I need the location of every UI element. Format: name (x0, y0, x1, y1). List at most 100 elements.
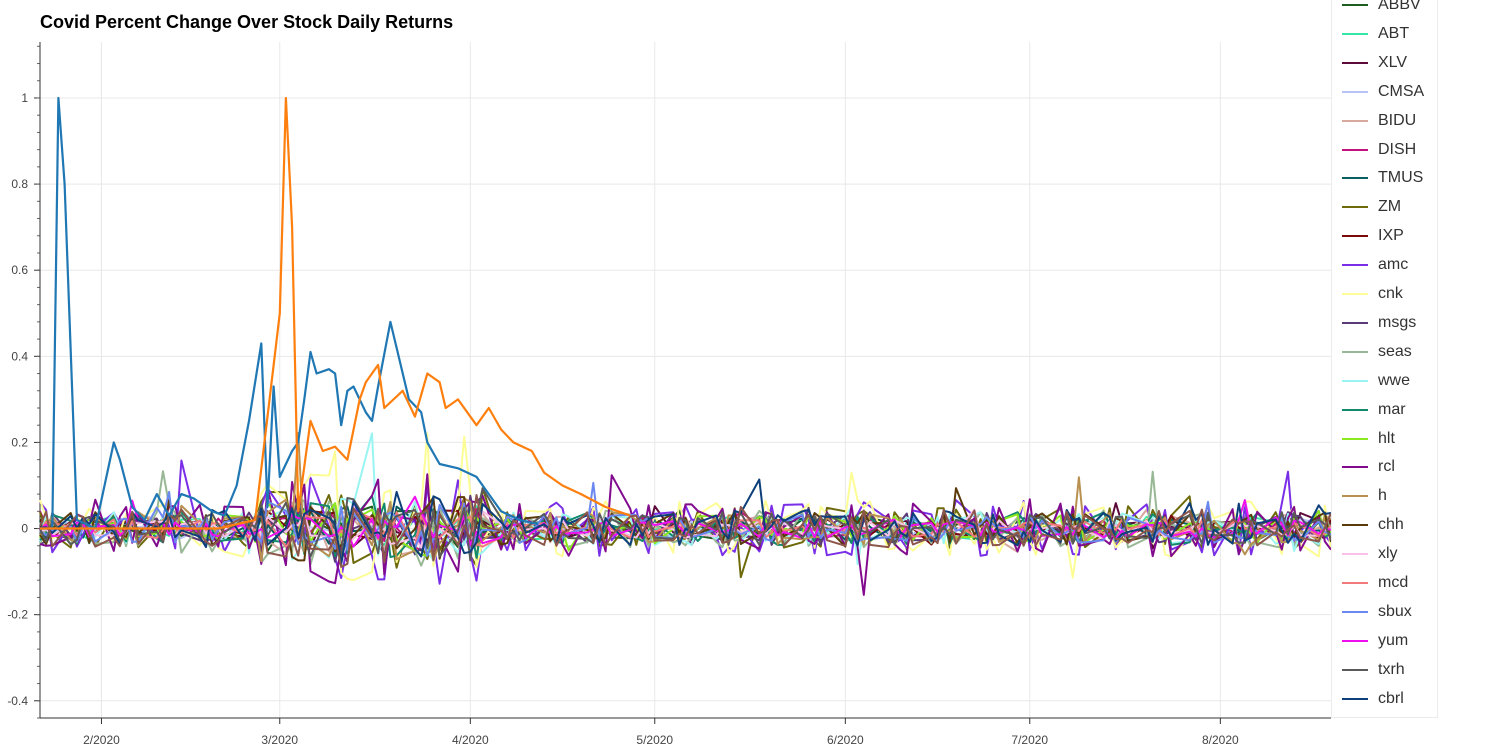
series-layer (39, 96, 1332, 596)
legend-label: h (1378, 487, 1387, 505)
series-line-cbrl (39, 478, 1332, 566)
legend-item-sbux[interactable]: sbux (1342, 602, 1412, 622)
legend-swatch (1342, 148, 1368, 151)
legend: ABBV ABT XLV CMSA BIDU DISH TMUS ZM IXP amc cnk msg… (1331, 0, 1438, 718)
legend-label: wwe (1378, 371, 1411, 389)
y-tick-label: 0.4 (11, 349, 28, 363)
legend-item-wwe[interactable]: wwe (1342, 371, 1410, 391)
legend-label: amc (1378, 256, 1409, 274)
y-tick-label: 0.2 (11, 435, 28, 449)
legend-item-cbrl[interactable]: cbrl (1342, 689, 1404, 709)
y-tick-label: 0 (21, 522, 28, 536)
legend-label: ZM (1378, 198, 1402, 216)
y-tick-label: -0.2 (7, 608, 28, 622)
legend-label: ABBV (1378, 0, 1421, 13)
legend-label: DISH (1378, 140, 1417, 158)
covid-series-line-1 (40, 96, 539, 530)
legend-swatch (1342, 466, 1368, 469)
grid-layer (40, 42, 1331, 718)
legend-swatch (1342, 582, 1368, 584)
legend-label: TMUS (1378, 169, 1424, 187)
legend-item-mcd[interactable]: mcd (1342, 573, 1408, 593)
x-tick-label: 8/2020 (1202, 733, 1239, 747)
legend-label: rcl (1378, 458, 1395, 476)
legend-swatch (1342, 90, 1368, 93)
x-tick-label: 7/2020 (1011, 733, 1048, 747)
legend-swatch (1342, 206, 1368, 209)
y-tick-label: -0.4 (7, 694, 28, 708)
x-tick-label: 5/2020 (636, 733, 673, 747)
x-tick-label: 6/2020 (827, 733, 864, 747)
legend-label: CMSA (1378, 82, 1425, 100)
series-line-txrh (39, 487, 1332, 562)
legend-item-txrh[interactable]: txrh (1342, 660, 1405, 680)
legend-label: seas (1378, 342, 1412, 360)
legend-item-abbv[interactable]: ABBV (1342, 0, 1421, 15)
legend-swatch (1342, 4, 1368, 6)
legend-item-msgs[interactable]: msgs (1342, 313, 1416, 333)
axis-layer: -0.4 -0.2 0 0.2 0.4 0.6 0.8 1 2/2020 3/2020 4/2020… (7, 42, 1331, 747)
legend-swatch (1342, 61, 1368, 64)
legend-swatch (1342, 293, 1368, 295)
legend-swatch (1342, 264, 1368, 267)
legend-swatch (1342, 350, 1368, 353)
legend-label: sbux (1378, 602, 1412, 620)
legend-item-h[interactable]: h (1342, 486, 1387, 506)
legend-item-ixp[interactable]: IXP (1342, 226, 1404, 246)
legend-swatch (1342, 495, 1368, 498)
legend-item-abt[interactable]: ABT (1342, 24, 1409, 44)
legend-label: yum (1378, 631, 1409, 649)
y-tick-label: 0.6 (11, 263, 28, 277)
legend-label: cbrl (1378, 689, 1404, 707)
legend-swatch (1342, 524, 1368, 527)
legend-item-zm[interactable]: ZM (1342, 197, 1401, 217)
legend-label: hlt (1378, 429, 1395, 447)
legend-item-bidu[interactable]: BIDU (1342, 111, 1416, 131)
legend-swatch (1342, 379, 1368, 382)
legend-label: IXP (1378, 227, 1404, 245)
legend-swatch (1342, 437, 1368, 440)
legend-item-xly[interactable]: xly (1342, 544, 1398, 564)
legend-item-tmus[interactable]: TMUS (1342, 168, 1423, 188)
legend-item-seas[interactable]: seas (1342, 342, 1412, 362)
x-tick-label: 4/2020 (452, 733, 489, 747)
legend-item-chh[interactable]: chh (1342, 515, 1404, 535)
legend-swatch (1342, 639, 1368, 642)
legend-swatch (1342, 177, 1368, 180)
legend-item-dish[interactable]: DISH (1342, 140, 1416, 160)
legend-item-xlv[interactable]: XLV (1342, 53, 1407, 73)
legend-swatch (1342, 235, 1368, 238)
legend-item-cmsa[interactable]: CMSA (1342, 82, 1424, 102)
legend-swatch (1342, 553, 1368, 556)
covid-series-line-2 (40, 96, 631, 530)
legend-label: mcd (1378, 574, 1409, 591)
legend-item-amc[interactable]: amc (1342, 255, 1408, 275)
legend-label: XLV (1378, 53, 1408, 71)
x-tick-label: 2/2020 (83, 733, 120, 747)
legend-label: cnk (1378, 285, 1403, 302)
y-tick-label: 1 (21, 91, 28, 105)
legend-swatch (1342, 321, 1368, 324)
legend-item-rcl[interactable]: rcl (1342, 457, 1395, 477)
legend-swatch (1342, 32, 1368, 35)
legend-label: BIDU (1378, 111, 1417, 129)
legend-label: txrh (1378, 660, 1405, 678)
legend-swatch (1342, 668, 1368, 671)
legend-label: msgs (1378, 313, 1417, 331)
legend-label: xly (1378, 545, 1398, 563)
legend-item-yum[interactable]: yum (1342, 631, 1408, 651)
legend-label: ABT (1378, 24, 1410, 42)
legend-swatch (1342, 697, 1368, 700)
legend-swatch (1342, 408, 1368, 411)
legend-item-mar[interactable]: mar (1342, 400, 1406, 420)
legend-label: chh (1378, 516, 1404, 534)
legend-swatch (1342, 610, 1368, 613)
legend-item-hlt[interactable]: hlt (1342, 429, 1395, 449)
x-tick-label: 3/2020 (261, 733, 298, 747)
chart-title: Covid Percent Change Over Stock Daily Re… (40, 12, 454, 32)
legend-label: mar (1378, 400, 1406, 418)
legend-swatch (1342, 119, 1368, 122)
legend-item-cnk[interactable]: cnk (1342, 284, 1403, 304)
y-tick-label: 0.8 (11, 177, 28, 191)
